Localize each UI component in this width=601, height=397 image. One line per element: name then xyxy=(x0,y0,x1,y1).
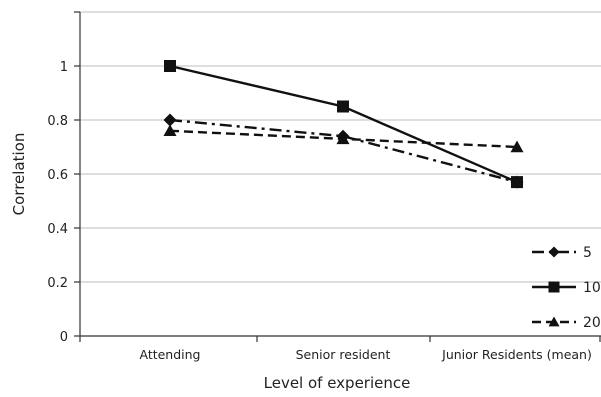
data-point-triangle xyxy=(336,132,350,145)
gridlines xyxy=(80,11,601,283)
x-axis-ticks: Attending Senior resident Junior Residents… xyxy=(79,336,601,362)
data-point-square xyxy=(164,60,176,72)
data-point-square xyxy=(511,176,523,189)
series-line-5 xyxy=(169,118,518,184)
y-tick-label: 0.6 xyxy=(47,168,68,183)
y-tick-label: 0 xyxy=(60,330,68,345)
data-point-triangle xyxy=(548,316,560,327)
y-axis-ticks: 0 0.2 0.4 0.6 0.8 1 xyxy=(47,11,80,345)
data-point-diamond xyxy=(548,246,560,258)
series-lines xyxy=(163,60,524,189)
y-tick-label: 0.2 xyxy=(47,276,68,291)
x-tick-label: Senior resident xyxy=(296,347,391,362)
data-point-diamond xyxy=(163,113,177,127)
data-point-triangle xyxy=(510,140,524,153)
y-tick-label: 0.8 xyxy=(47,114,68,129)
data-point-square xyxy=(548,281,560,293)
legend-label: 20 xyxy=(583,315,601,331)
x-tick-label: Attending xyxy=(139,347,200,362)
y-tick-label: 1 xyxy=(60,60,68,75)
legend: 5 10 20 xyxy=(532,245,601,331)
x-axis-title: Level of experience xyxy=(264,374,411,392)
x-tick-label: Junior Residents (mean) xyxy=(441,347,592,362)
legend-label: 10 xyxy=(583,280,601,296)
y-tick-label: 0.4 xyxy=(47,222,68,237)
legend-label: 5 xyxy=(583,245,592,261)
data-point-square xyxy=(337,100,349,113)
data-point-triangle xyxy=(163,124,177,136)
y-axis-title: Correlation xyxy=(10,133,28,216)
